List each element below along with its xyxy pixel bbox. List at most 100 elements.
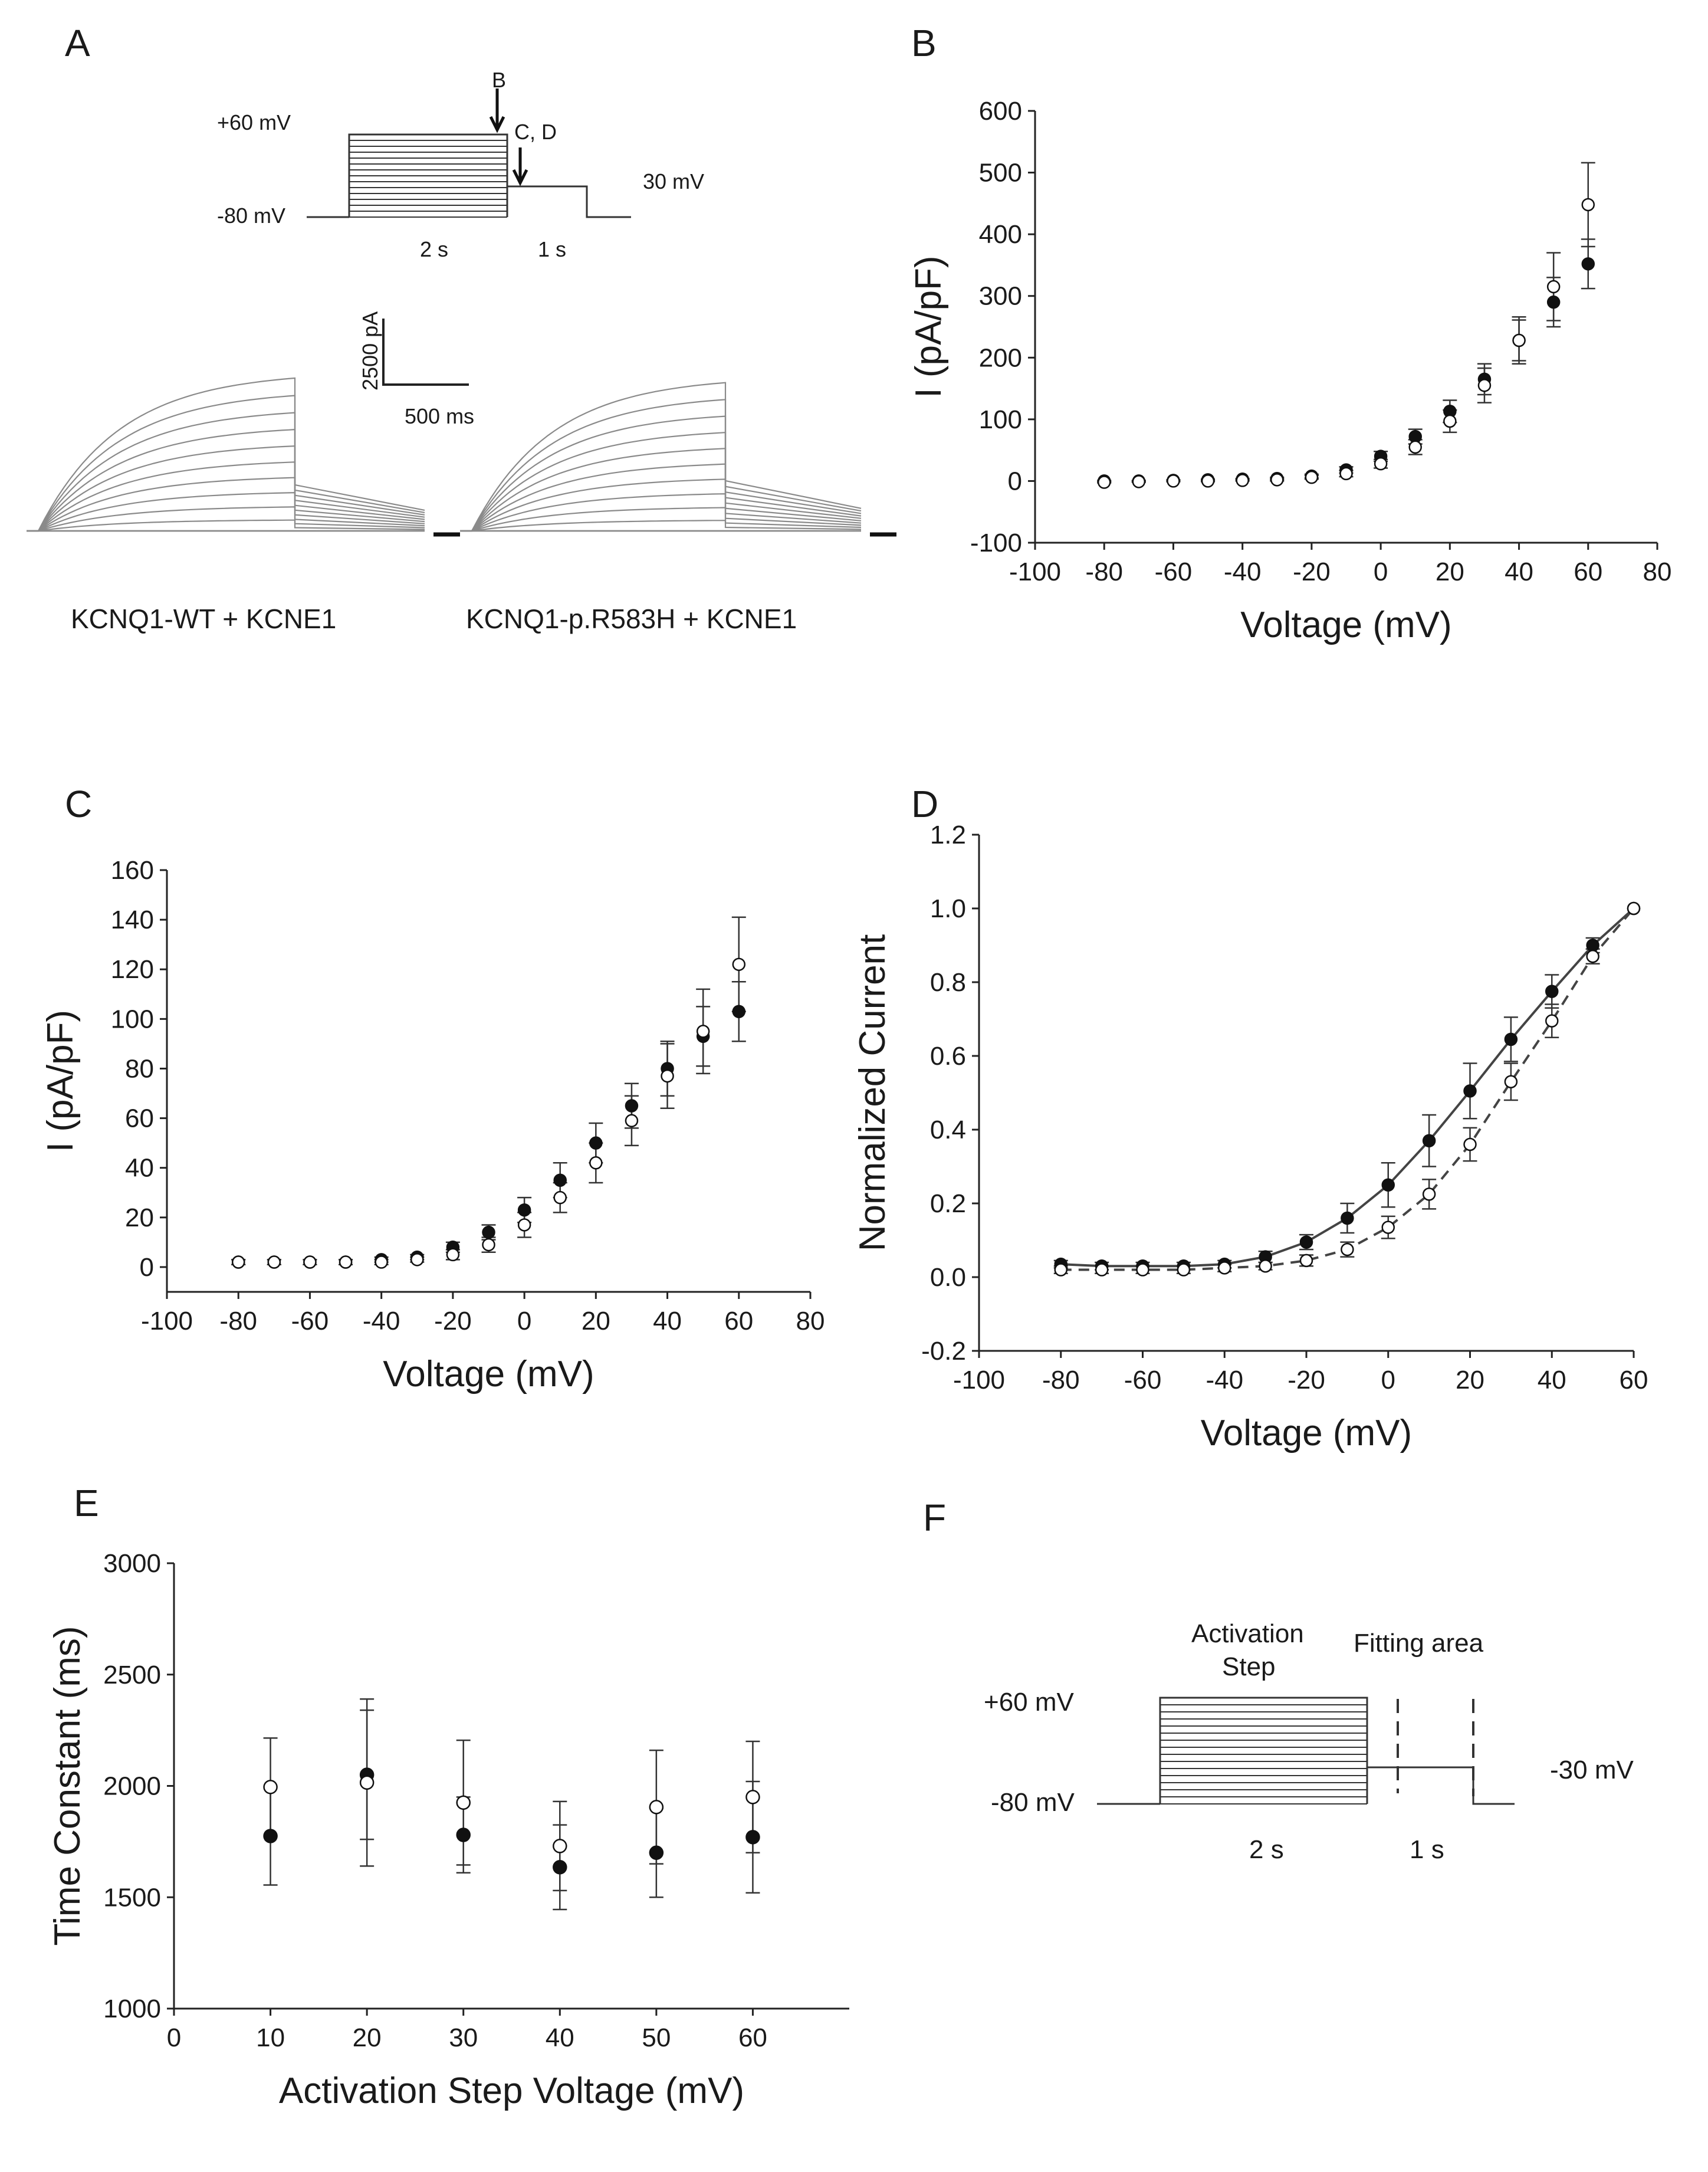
current-trace [27, 377, 425, 532]
protocol-f-activation-label-1: Activation [1191, 1619, 1304, 1648]
y-tick-label: 0 [1008, 467, 1022, 496]
data-point-mutant [1504, 1075, 1518, 1088]
protocol-a-dur-tail: 1 s [538, 237, 566, 261]
x-tick-label: -60 [1155, 557, 1193, 586]
y-axis-title: I (pA/pF) [40, 1010, 81, 1152]
panel-e-letter: E [74, 1482, 99, 1524]
x-tick-label: 80 [1643, 557, 1672, 586]
current-trace [460, 478, 862, 532]
x-axis-title: Activation Step Voltage (mV) [279, 2071, 744, 2111]
chart-panel-e: E 0 10 20 30 40 50 60 1000 1500 2000 2500 3000 Activ… [47, 1482, 849, 2111]
current-trace [27, 445, 425, 532]
data-point-mutant [1259, 1259, 1272, 1273]
data-point-mutant [1167, 474, 1180, 488]
data-point-mutant [1581, 198, 1595, 212]
protocol-f-dur-step: 2 s [1249, 1835, 1284, 1864]
data-point-mutant [1586, 950, 1599, 963]
y-axis-title: Normalized Current [852, 934, 893, 1252]
data-point-mutant [263, 1780, 278, 1794]
current-trace [27, 428, 425, 532]
y-tick-label: 100 [111, 1005, 154, 1033]
x-axis-title: Voltage (mV) [383, 1354, 594, 1395]
x-tick-label: -20 [1287, 1366, 1325, 1395]
x-tick-label: -20 [1293, 557, 1331, 586]
x-tick-label: -100 [953, 1366, 1005, 1395]
data-point-mutant [1339, 467, 1353, 481]
data-point-mutant [410, 1253, 424, 1267]
y-tick-label: 300 [979, 282, 1022, 311]
current-trace [27, 506, 425, 532]
y-tick-label: -100 [970, 529, 1022, 557]
data-point-mutant [1463, 1137, 1477, 1151]
y-tick-label: 0.8 [930, 968, 966, 997]
chart-panel-b: B -100 -80 -60 -40 -20 0 20 40 60 80 -100 0 100 200 30… [908, 22, 1671, 645]
data-point-wt [553, 1860, 567, 1875]
x-tick-label: 50 [642, 2023, 671, 2052]
data-point-mutant [1136, 1263, 1149, 1277]
current-trace [460, 448, 862, 532]
x-tick-label: -40 [1224, 557, 1262, 586]
data-point-wt [1341, 1211, 1354, 1225]
data-point-wt [482, 1225, 495, 1239]
current-trace [460, 399, 862, 532]
current-traces [27, 377, 896, 537]
data-point-wt [732, 1005, 746, 1018]
data-point-mutant [625, 1114, 639, 1128]
data-point-mutant [375, 1255, 388, 1269]
data-point-wt [1546, 295, 1561, 309]
y-tick-label: 600 [979, 97, 1022, 126]
data-point-mutant [1132, 475, 1146, 488]
y-tick-label: 20 [125, 1203, 154, 1232]
y-tick-label: 200 [979, 343, 1022, 372]
data-point-mutant [1097, 475, 1111, 489]
chart-panel-c: C -100 -80 -60 -40 -20 0 20 40 60 80 0 20 40 60 80 100 1… [40, 783, 825, 1395]
data-point-mutant [553, 1190, 567, 1205]
data-point-wt [1586, 939, 1599, 952]
data-point-mutant [1305, 470, 1319, 484]
x-tick-label: 60 [1620, 1366, 1648, 1395]
data-point-mutant [1299, 1254, 1313, 1268]
data-point-mutant [1422, 1187, 1436, 1201]
data-point-wt [517, 1203, 531, 1217]
data-point-mutant [1381, 1220, 1395, 1234]
y-axis-title: I (pA/pF) [908, 255, 949, 398]
protocol-a-v-tail: 30 mV [643, 169, 704, 193]
data-point-mutant [303, 1255, 317, 1269]
x-axis-title: Voltage (mV) [1240, 605, 1451, 645]
data-point-wt [263, 1829, 278, 1843]
protocol-a-v-high: +60 mV [217, 110, 291, 134]
protocol-a-dur-step: 2 s [420, 237, 448, 261]
x-tick-label: 30 [449, 2023, 478, 2052]
data-point-wt [745, 1830, 760, 1845]
y-tick-label: 140 [111, 905, 154, 934]
data-point-mutant [1545, 1014, 1559, 1028]
x-tick-label: -80 [1042, 1366, 1080, 1395]
protocol-a-v-hold: -80 mV [217, 204, 285, 228]
y-tick-label: 40 [125, 1154, 154, 1183]
current-trace [27, 477, 425, 532]
data-point-mutant [1374, 457, 1388, 471]
x-axis-title: Voltage (mV) [1201, 1413, 1412, 1454]
panel-a-letter: A [65, 22, 90, 64]
data-point-mutant [456, 1795, 471, 1810]
x-tick-label: 20 [1456, 1366, 1484, 1395]
x-tick-label: 0 [1374, 557, 1388, 586]
data-point-mutant [1177, 1263, 1191, 1277]
panel-d-letter: D [911, 783, 938, 825]
protocol-f-step-box [1159, 1697, 1368, 1804]
x-tick-label: 40 [1505, 557, 1533, 586]
data-point-wt [1545, 985, 1559, 998]
data-point-mutant [732, 957, 746, 972]
protocol-f-dur-tail: 1 s [1410, 1835, 1444, 1864]
y-tick-label: 0.2 [930, 1189, 966, 1218]
current-trace [27, 519, 425, 532]
data-point-mutant [1477, 379, 1492, 392]
y-tick-label: 0.0 [930, 1263, 966, 1292]
data-point-wt [553, 1173, 567, 1187]
panel-a-protocol [307, 133, 631, 218]
protocol-a-step-box [348, 133, 508, 217]
panel-b-letter: B [911, 22, 937, 64]
data-point-mutant [589, 1156, 603, 1170]
current-trace [27, 491, 425, 532]
data-point-wt [625, 1099, 639, 1113]
